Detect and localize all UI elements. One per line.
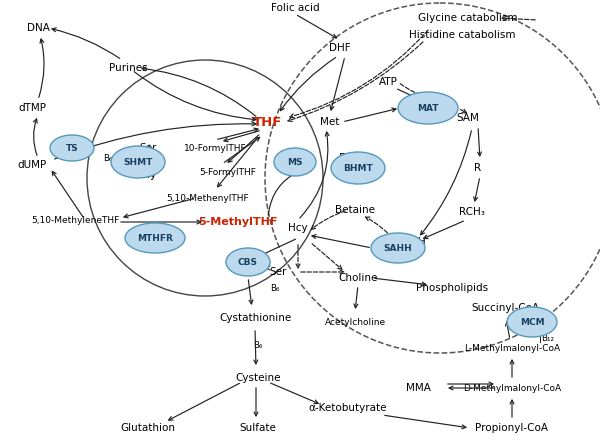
Ellipse shape	[226, 248, 270, 276]
Ellipse shape	[371, 233, 425, 263]
Ellipse shape	[507, 307, 557, 337]
Text: RCH₃: RCH₃	[459, 207, 485, 217]
Ellipse shape	[125, 223, 185, 253]
Text: 5,10-MethyleneTHF: 5,10-MethyleneTHF	[31, 215, 119, 225]
Text: dTMP: dTMP	[18, 103, 46, 113]
Text: SAM: SAM	[457, 113, 479, 123]
Text: D-Methylmalonyl-CoA: D-Methylmalonyl-CoA	[463, 384, 561, 392]
Text: 10-FormylTHF: 10-FormylTHF	[184, 143, 247, 152]
Text: Ser: Ser	[139, 143, 157, 153]
Text: MMA: MMA	[406, 383, 430, 393]
Text: THF: THF	[253, 115, 283, 128]
Text: Acetylcholine: Acetylcholine	[325, 317, 386, 326]
Text: DMG: DMG	[340, 153, 365, 163]
Text: 5-FormylTHF: 5-FormylTHF	[200, 167, 256, 177]
Text: Propionyl-CoA: Propionyl-CoA	[476, 423, 548, 433]
Text: Purines: Purines	[109, 63, 148, 73]
Ellipse shape	[331, 152, 385, 184]
Text: L-Methylmalonyl-CoA: L-Methylmalonyl-CoA	[464, 344, 560, 353]
Text: Choline: Choline	[338, 273, 377, 283]
Text: Cystathionine: Cystathionine	[219, 313, 291, 323]
Text: Ser: Ser	[269, 267, 287, 277]
Text: BHMT: BHMT	[343, 163, 373, 173]
Text: SAHH: SAHH	[383, 243, 412, 253]
Text: MCM: MCM	[520, 317, 544, 326]
Text: Cysteine: Cysteine	[235, 373, 281, 383]
Text: dUMP: dUMP	[17, 160, 47, 170]
Text: MAT: MAT	[417, 103, 439, 112]
Ellipse shape	[111, 146, 165, 178]
Text: MTHFR: MTHFR	[137, 234, 173, 242]
Text: B₆: B₆	[103, 154, 113, 163]
Text: SAH: SAH	[404, 237, 426, 247]
Text: ATP: ATP	[379, 77, 397, 87]
Text: Gly: Gly	[139, 170, 157, 180]
Text: B₁₂: B₁₂	[284, 167, 296, 177]
Text: R: R	[475, 163, 482, 173]
Text: B₁₂: B₁₂	[542, 333, 554, 342]
Text: Glycine catabolism: Glycine catabolism	[418, 13, 518, 23]
Text: Sulfate: Sulfate	[239, 423, 277, 433]
Text: DHF: DHF	[329, 43, 351, 53]
Text: Hcy: Hcy	[288, 223, 308, 233]
Text: B₆: B₆	[271, 284, 280, 293]
Text: DNA: DNA	[26, 23, 49, 33]
Text: Phospholipids: Phospholipids	[416, 283, 488, 293]
Ellipse shape	[50, 135, 94, 161]
Ellipse shape	[398, 92, 458, 124]
Text: 5-MethylTHF: 5-MethylTHF	[199, 217, 278, 227]
Text: Met: Met	[320, 117, 340, 127]
Text: Glutathion: Glutathion	[121, 423, 176, 433]
Text: MS: MS	[287, 158, 303, 166]
Text: SHMT: SHMT	[124, 158, 152, 166]
Text: CBS: CBS	[238, 258, 258, 266]
Text: TS: TS	[65, 143, 79, 152]
Text: Folic acid: Folic acid	[271, 3, 319, 13]
Text: B₆: B₆	[253, 341, 263, 349]
Text: Succinyl-CoA: Succinyl-CoA	[471, 303, 539, 313]
Text: Betaine: Betaine	[335, 205, 375, 215]
Text: α-Ketobutyrate: α-Ketobutyrate	[309, 403, 387, 413]
Ellipse shape	[274, 148, 316, 176]
Text: 5,10-MethenylTHF: 5,10-MethenylTHF	[167, 194, 250, 202]
Text: Histidine catabolism: Histidine catabolism	[409, 30, 515, 40]
